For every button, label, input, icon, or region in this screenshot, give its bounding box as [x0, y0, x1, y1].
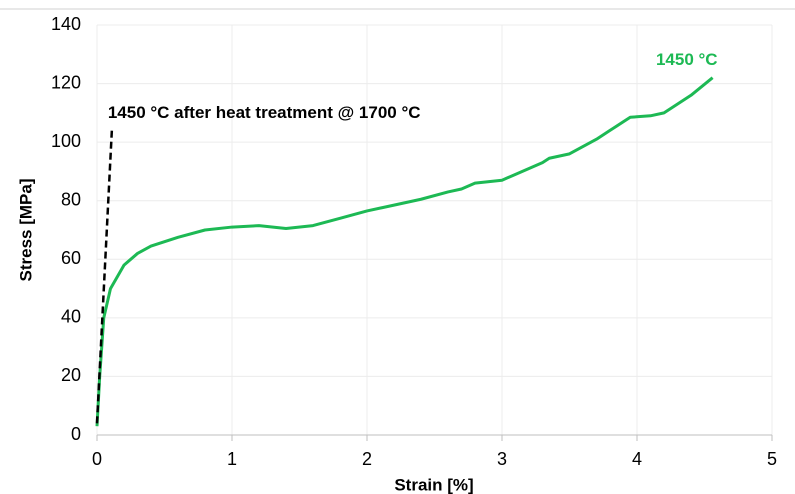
x-tick-label: 1	[227, 449, 237, 469]
y-tick-label: 120	[51, 72, 81, 92]
x-tick-label: 4	[632, 449, 642, 469]
x-tick-label: 3	[497, 449, 507, 469]
y-tick-label: 20	[61, 365, 81, 385]
y-tick-label: 0	[71, 424, 81, 444]
x-axis-label: Strain [%]	[394, 475, 473, 494]
x-tick-label: 0	[92, 449, 102, 469]
series-line	[95, 130, 114, 424]
y-tick-label: 100	[51, 131, 81, 151]
y-tick-label: 140	[51, 14, 81, 34]
series-label: 1450 °C	[656, 50, 718, 69]
series-label: 1450 °C after heat treatment @ 1700 °C	[108, 103, 421, 122]
x-tick-label: 5	[767, 449, 777, 469]
x-tick-label: 2	[362, 449, 372, 469]
y-tick-label: 80	[61, 189, 81, 209]
y-tick-label: 60	[61, 248, 81, 268]
y-axis-label: Stress [MPa]	[16, 179, 35, 282]
series-line	[95, 76, 714, 427]
y-tick-label: 40	[61, 307, 81, 327]
